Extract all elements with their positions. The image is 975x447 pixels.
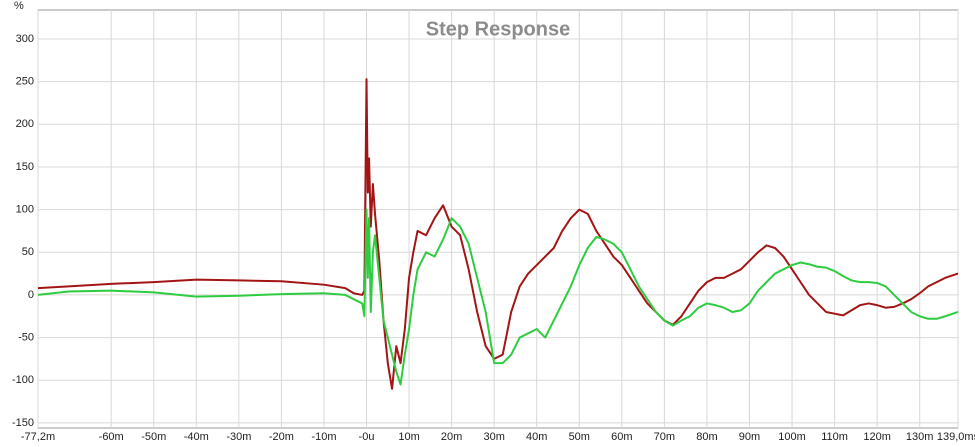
x-tick-label: 70m	[654, 431, 675, 443]
y-tick-label: 250	[16, 76, 34, 88]
x-tick-label: 30m	[483, 431, 504, 443]
x-tick-label: 120m	[863, 431, 891, 443]
y-tick-label: 100	[16, 204, 34, 216]
x-tick-label: 130m	[906, 431, 934, 443]
y-tick-label: 150	[16, 161, 34, 173]
x-tick-label: -20m	[269, 431, 294, 443]
x-tick-label: -40m	[184, 431, 209, 443]
x-tick-label: 90m	[739, 431, 760, 443]
y-tick-label: 300	[16, 33, 34, 45]
x-tick-label: -50m	[141, 431, 166, 443]
y-tick-label: -100	[12, 374, 34, 386]
y-tick-label: -50	[18, 331, 34, 343]
x-tick-label: 60m	[611, 431, 632, 443]
x-tick-label: 80m	[696, 431, 717, 443]
x-tick-label: -77,2m	[21, 431, 55, 443]
y-tick-label: 0	[28, 289, 34, 301]
x-tick-label: -0u	[359, 431, 375, 443]
x-tick-label: -10m	[311, 431, 336, 443]
x-tick-label: -30m	[226, 431, 251, 443]
x-tick-label: 110m	[821, 431, 848, 443]
x-tick-label: 20m	[441, 431, 462, 443]
x-tick-label: 50m	[569, 431, 590, 443]
y-tick-label: -150	[12, 417, 34, 429]
x-tick-label: 10m	[398, 431, 419, 443]
y-tick-label: 200	[16, 118, 34, 130]
series-line	[37, 208, 959, 386]
series-line	[37, 78, 959, 390]
x-tick-label: 100m	[778, 431, 806, 443]
chart-title: Step Response	[426, 18, 570, 40]
x-tick-label: -60m	[99, 431, 124, 443]
x-tick-label: 139,0ms	[937, 431, 975, 443]
y-unit: %	[14, 0, 24, 12]
plot-area	[37, 9, 959, 429]
y-tick-label: 50	[22, 246, 34, 258]
x-tick-label: 40m	[526, 431, 547, 443]
